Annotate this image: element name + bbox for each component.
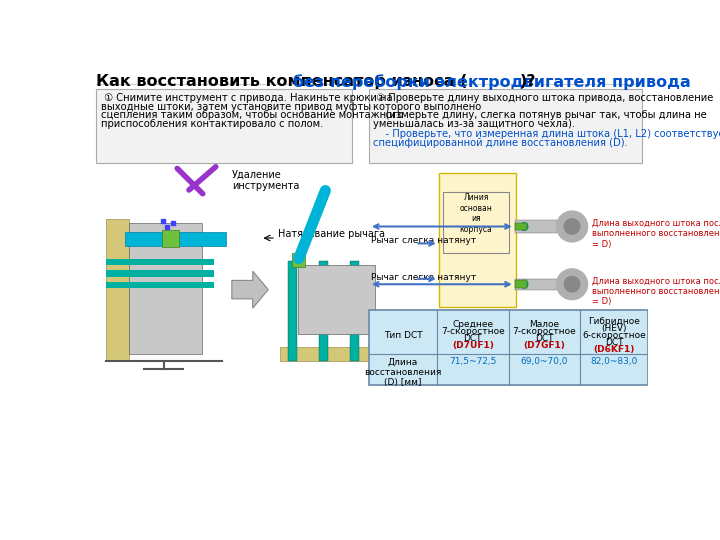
FancyBboxPatch shape: [125, 232, 225, 246]
Text: - Проверьте, что измеренная длина штока (L1, L2) соответствует: - Проверьте, что измеренная длина штока …: [373, 130, 720, 139]
Text: выходные штоки, затем установите привод муфты: выходные штоки, затем установите привод …: [101, 102, 371, 112]
FancyBboxPatch shape: [319, 261, 328, 361]
Text: DCT: DCT: [605, 338, 623, 347]
Circle shape: [520, 280, 528, 288]
Text: (D7UF1): (D7UF1): [452, 341, 494, 350]
FancyBboxPatch shape: [106, 219, 129, 361]
Polygon shape: [232, 271, 269, 308]
Text: приспособления контактировало с полом.: приспособления контактировало с полом.: [101, 119, 323, 129]
Text: Малое: Малое: [529, 320, 559, 329]
FancyBboxPatch shape: [129, 222, 202, 354]
FancyBboxPatch shape: [515, 280, 527, 288]
Text: DCT: DCT: [464, 334, 482, 343]
Text: ① Снимите инструмент с привода. Накиньте крюки на: ① Снимите инструмент с привода. Накиньте…: [101, 93, 392, 103]
Text: уменьшалась из-за защитного чехла).: уменьшалась из-за защитного чехла).: [373, 119, 575, 129]
Text: Среднее: Среднее: [452, 320, 493, 329]
Text: Длина
восстановления
(D) [мм]: Длина восстановления (D) [мм]: [364, 357, 442, 387]
FancyBboxPatch shape: [369, 90, 642, 164]
Text: 71,5~72,5: 71,5~72,5: [449, 357, 497, 367]
FancyBboxPatch shape: [297, 265, 375, 334]
FancyBboxPatch shape: [443, 192, 508, 253]
Text: (HEV): (HEV): [601, 324, 626, 333]
FancyBboxPatch shape: [106, 259, 214, 265]
FancyBboxPatch shape: [369, 309, 648, 385]
Text: Рычаг слегка натянут: Рычаг слегка натянут: [371, 273, 476, 282]
Text: которого выполнено: которого выполнено: [373, 102, 481, 112]
Circle shape: [520, 222, 528, 231]
FancyBboxPatch shape: [515, 220, 557, 233]
FancyBboxPatch shape: [350, 261, 359, 361]
Circle shape: [557, 211, 588, 242]
Text: Рычаг слегка натянут: Рычаг слегка натянут: [371, 236, 476, 245]
Text: )?: )?: [520, 74, 536, 89]
Text: сцепления таким образом, чтобы основание монтажного: сцепления таким образом, чтобы основание…: [101, 110, 403, 120]
Text: специфицированной длине восстановления (D).: специфицированной длине восстановления (…: [373, 138, 628, 148]
Text: (D7GF1): (D7GF1): [523, 341, 565, 350]
FancyBboxPatch shape: [287, 261, 297, 361]
FancyBboxPatch shape: [292, 253, 305, 267]
Text: (D6KF1): (D6KF1): [593, 345, 634, 354]
Text: 7-скоростное: 7-скоростное: [512, 327, 576, 336]
Text: Длина выходного штока после
выполненного восстановления (L1
= D): Длина выходного штока после выполненного…: [593, 219, 720, 248]
FancyBboxPatch shape: [515, 279, 557, 289]
Circle shape: [564, 219, 580, 234]
Text: Гибридное: Гибридное: [588, 317, 640, 326]
Text: Линия
основан
ия
корпуса: Линия основан ия корпуса: [459, 193, 492, 234]
Text: Удаление
инструмента: Удаление инструмента: [232, 170, 300, 191]
FancyBboxPatch shape: [162, 231, 179, 247]
FancyBboxPatch shape: [106, 271, 214, 276]
Text: 69,0~70,0: 69,0~70,0: [521, 357, 568, 367]
Circle shape: [557, 269, 588, 300]
Text: Натягивание рычага: Натягивание рычага: [277, 229, 384, 239]
Text: ② Проверьте длину выходного штока привода, восстановление: ② Проверьте длину выходного штока привод…: [373, 93, 714, 103]
Text: (измерьте длину, слегка потянув рычаг так, чтобы длина не: (измерьте длину, слегка потянув рычаг та…: [373, 110, 706, 120]
Text: 7-скоростное: 7-скоростное: [441, 327, 505, 336]
FancyBboxPatch shape: [106, 282, 214, 288]
FancyBboxPatch shape: [438, 173, 516, 307]
FancyBboxPatch shape: [280, 347, 369, 361]
Text: DCT: DCT: [535, 334, 554, 343]
Text: Длина выходного штока после
выполненного восстановления (L2
= D): Длина выходного штока после выполненного…: [593, 276, 720, 306]
FancyBboxPatch shape: [96, 90, 352, 164]
Text: Как восстановить компенсатор износа (: Как восстановить компенсатор износа (: [96, 74, 467, 89]
Text: 82,0~83,0: 82,0~83,0: [590, 357, 638, 367]
Text: 6-скоростное: 6-скоростное: [582, 331, 646, 340]
Text: без переборки электродвигателя привода: без переборки электродвигателя привода: [293, 74, 690, 90]
FancyBboxPatch shape: [515, 222, 527, 231]
Text: Тип DCT: Тип DCT: [384, 331, 423, 340]
Circle shape: [564, 276, 580, 292]
